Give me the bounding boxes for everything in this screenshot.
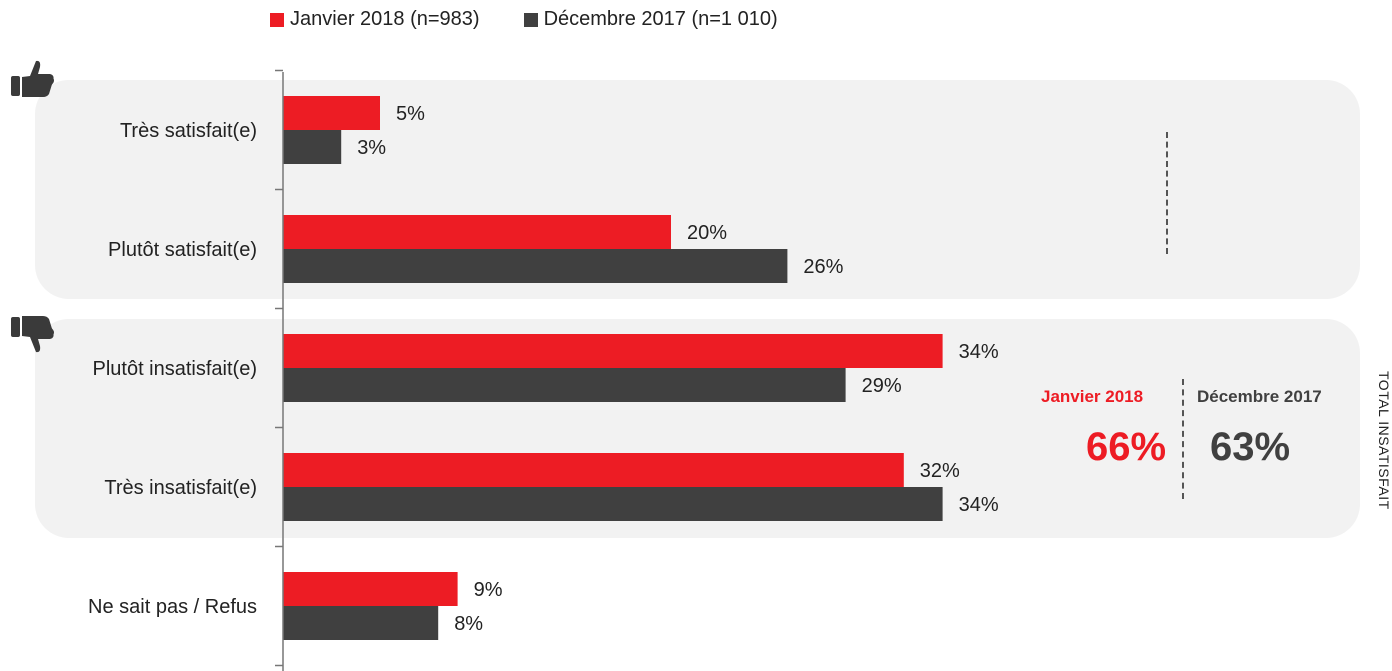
bar [283,249,788,283]
legend-swatch-janvier-2018 [270,12,284,27]
bar [283,334,943,368]
legend-item-janvier-2018: Janvier 2018 (n=983) [270,8,480,31]
total-unsatisfied-separator [1182,379,1184,499]
data-label: 26% [803,256,843,278]
legend: Janvier 2018 (n=983) Décembre 2017 (n=1 … [270,8,778,31]
total-unsatisfied-year-a: Janvier 2018 [1041,387,1144,406]
data-label: 34% [959,341,999,363]
total-unsatisfied-year-b: Décembre 2017 [1197,387,1322,406]
bar [283,96,380,130]
data-label: 29% [862,375,902,397]
total-satisfied-separator [1166,132,1168,254]
bar [283,368,846,402]
thumbs-up-icon [11,60,54,97]
bar [283,572,458,606]
data-label: 20% [687,222,727,244]
data-label: 32% [920,460,960,482]
bar [283,215,671,249]
total-unsatisfied-label: TOTAL INSATISFAIT [1376,370,1392,510]
legend-label-janvier-2018: Janvier 2018 (n=983) [290,8,480,30]
legend-item-decembre-2017: Décembre 2017 (n=1 010) [523,8,778,31]
totals-unsatisfied: Janvier 2018 Décembre 2017 66% 63% [1040,375,1360,505]
total-unsatisfied-value-b: 63% [1210,425,1291,469]
legend-swatch-decembre-2017 [523,12,538,27]
total-unsatisfied-value-a: 66% [1086,425,1167,469]
data-label: 34% [959,494,999,516]
bar [283,606,439,640]
category-label: Plutôt satisfait(e) [108,239,257,261]
data-label: 9% [474,579,503,601]
legend-label-decembre-2017: Décembre 2017 (n=1 010) [543,8,778,30]
data-label: 5% [396,103,425,125]
category-label: Très insatisfait(e) [104,477,257,499]
category-label: Très satisfait(e) [120,120,257,142]
bar [283,453,904,487]
totals-satisfied [1030,132,1350,262]
data-label: 8% [454,613,483,635]
category-label: Ne sait pas / Refus [88,596,257,618]
category-label: Plutôt insatisfait(e) [92,358,257,380]
bar [283,487,943,521]
bar [283,130,342,164]
data-label: 3% [357,137,386,159]
thumbs-down-icon [11,316,54,353]
